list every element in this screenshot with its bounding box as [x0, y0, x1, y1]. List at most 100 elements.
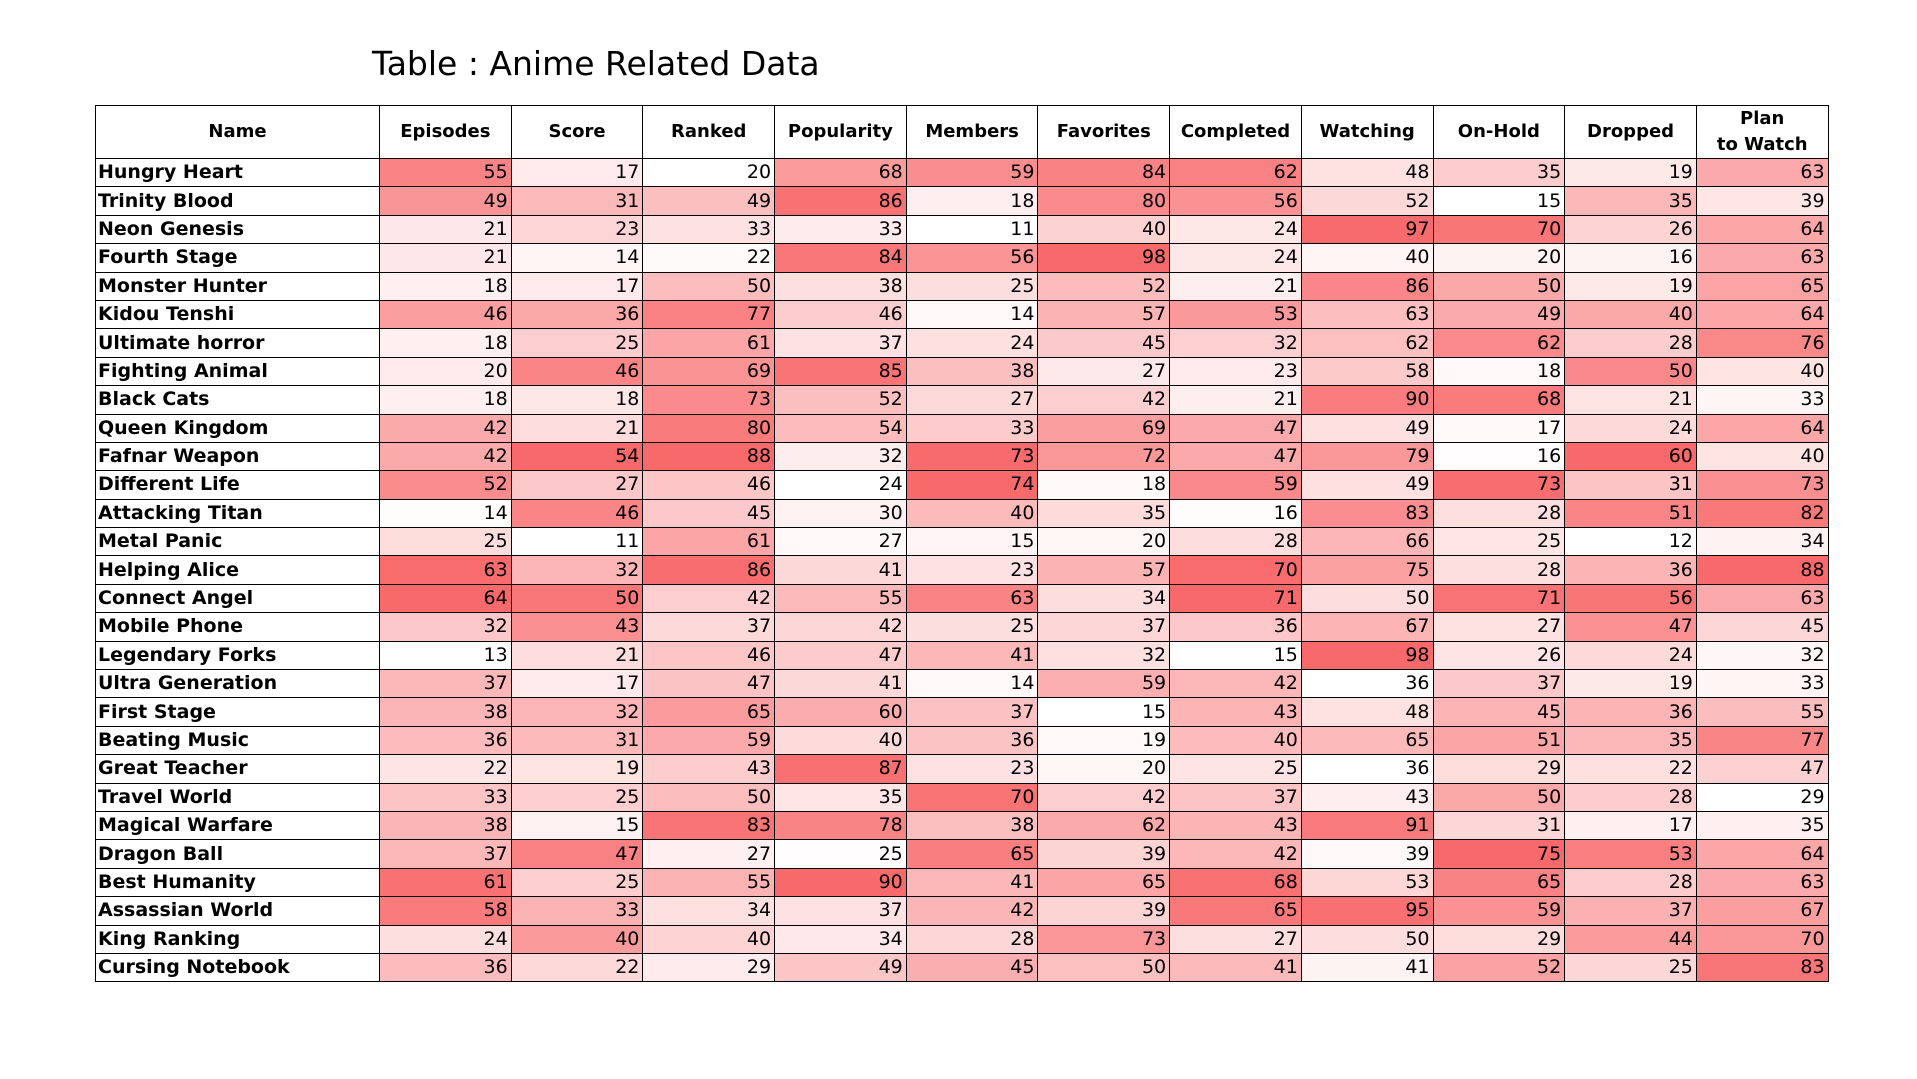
heat-cell: 13 [379, 640, 512, 671]
heat-cell: 57 [1037, 555, 1171, 585]
heat-cell: 19 [1564, 157, 1697, 188]
column-header-dropped: Dropped [1564, 105, 1697, 159]
column-header-score: Score [510, 105, 644, 159]
heat-cell: 33 [510, 896, 644, 926]
table-row: Legendary Forks 13 21 46 47 41 32 15 98 26 24 32 [95, 640, 1829, 671]
heat-cell: 41 [905, 640, 1039, 671]
heat-cell: 48 [1300, 697, 1434, 727]
row-label: Metal Panic [95, 527, 380, 557]
heat-cell: 69 [1037, 413, 1171, 443]
table-row: Trinity Blood 49 31 49 86 18 80 56 52 15 35 39 [95, 186, 1829, 216]
heat-cell: 98 [1037, 243, 1171, 273]
row-label: Assassian World [95, 896, 380, 926]
column-header-name: Name [95, 105, 380, 159]
heat-cell: 42 [1037, 385, 1171, 415]
heat-cell: 40 [1169, 725, 1302, 756]
heat-cell: 19 [510, 754, 644, 784]
row-label: Dragon Ball [95, 839, 380, 869]
heat-cell: 43 [642, 754, 776, 784]
heat-cell: 63 [905, 583, 1039, 614]
heat-cell: 51 [1432, 725, 1566, 756]
heat-cell: 21 [510, 640, 644, 671]
heat-cell: 97 [1300, 214, 1434, 245]
heat-cell: 17 [1564, 810, 1697, 841]
heat-cell: 32 [774, 441, 907, 472]
row-label: Kidou Tenshi [95, 299, 380, 330]
heat-cell: 17 [510, 669, 644, 699]
heat-cell: 25 [1564, 952, 1697, 983]
heat-cell: 55 [1695, 697, 1829, 727]
heat-cell: 20 [642, 157, 776, 188]
heat-cell: 15 [510, 810, 644, 841]
heat-cell: 70 [1432, 214, 1566, 245]
heat-cell: 68 [1432, 385, 1566, 415]
heat-cell: 65 [1169, 896, 1302, 926]
heat-cell: 57 [1037, 299, 1171, 330]
heat-cell: 79 [1300, 441, 1434, 472]
heat-cell: 73 [642, 385, 776, 415]
heat-cell: 70 [1695, 924, 1829, 954]
heat-cell: 78 [774, 810, 907, 841]
table-row: Dragon Ball 37 47 27 25 65 39 42 39 75 53 64 [95, 839, 1829, 869]
heat-cell: 42 [1037, 782, 1171, 812]
heat-cell: 47 [642, 669, 776, 699]
heat-cell: 59 [642, 725, 776, 756]
heat-cell: 88 [1695, 555, 1829, 585]
row-label: Magical Warfare [95, 810, 380, 841]
heat-cell: 28 [905, 924, 1039, 954]
heat-cell: 47 [510, 839, 644, 869]
heat-cell: 61 [642, 527, 776, 557]
row-label: Black Cats [95, 385, 380, 415]
heat-cell: 64 [1695, 413, 1829, 443]
table-row: Connect Angel 64 50 42 55 63 34 71 50 71 56 63 [95, 583, 1829, 614]
heat-cell: 44 [1564, 924, 1697, 954]
heat-cell: 90 [1300, 385, 1434, 415]
heat-cell: 64 [1695, 214, 1829, 245]
heat-cell: 21 [1564, 385, 1697, 415]
heat-cell: 40 [1564, 299, 1697, 330]
heat-cell: 36 [1300, 669, 1434, 699]
heat-cell: 34 [1037, 583, 1171, 614]
heat-cell: 26 [1432, 640, 1566, 671]
heat-cell: 35 [1037, 498, 1171, 529]
heat-cell: 32 [1169, 328, 1302, 358]
heat-cell: 98 [1300, 640, 1434, 671]
heat-cell: 24 [1564, 640, 1697, 671]
row-label: Legendary Forks [95, 640, 380, 671]
heat-cell: 31 [510, 186, 644, 216]
heat-cell: 42 [642, 583, 776, 614]
row-label: Attacking Titan [95, 498, 380, 529]
row-label: Beating Music [95, 725, 380, 756]
heat-cell: 32 [510, 555, 644, 585]
row-label: Fighting Animal [95, 356, 380, 387]
heat-cell: 43 [1169, 810, 1302, 841]
heat-cell: 14 [510, 243, 644, 273]
table-row: Fighting Animal 20 46 69 85 38 27 23 58 18 50 40 [95, 356, 1829, 387]
heat-cell: 43 [510, 612, 644, 642]
heat-cell: 50 [1432, 782, 1566, 812]
table-row: King Ranking 24 40 40 34 28 73 27 50 29 44 70 [95, 924, 1829, 954]
row-label: Connect Angel [95, 583, 380, 614]
heat-cell: 40 [642, 924, 776, 954]
heat-cell: 53 [1169, 299, 1302, 330]
row-label: Ultra Generation [95, 669, 380, 699]
heat-cell: 33 [1695, 669, 1829, 699]
row-label: Trinity Blood [95, 186, 380, 216]
heat-cell: 23 [1169, 356, 1302, 387]
heat-cell: 39 [1300, 839, 1434, 869]
heat-cell: 66 [1300, 527, 1434, 557]
table-row: Neon Genesis 21 23 33 33 11 40 24 97 70 26 64 [95, 214, 1829, 245]
heat-cell: 50 [642, 271, 776, 301]
row-label: Different Life [95, 470, 380, 500]
heat-cell: 47 [774, 640, 907, 671]
heat-cell: 36 [379, 952, 512, 983]
heat-cell: 58 [379, 896, 512, 926]
heat-cell: 12 [1564, 527, 1697, 557]
heat-cell: 43 [1300, 782, 1434, 812]
heat-cell: 18 [905, 186, 1039, 216]
heat-cell: 37 [1564, 896, 1697, 926]
heat-cell: 15 [1169, 640, 1302, 671]
column-header-popularity: Popularity [774, 105, 907, 159]
heat-cell: 19 [1564, 271, 1697, 301]
heat-cell: 65 [1695, 271, 1829, 301]
